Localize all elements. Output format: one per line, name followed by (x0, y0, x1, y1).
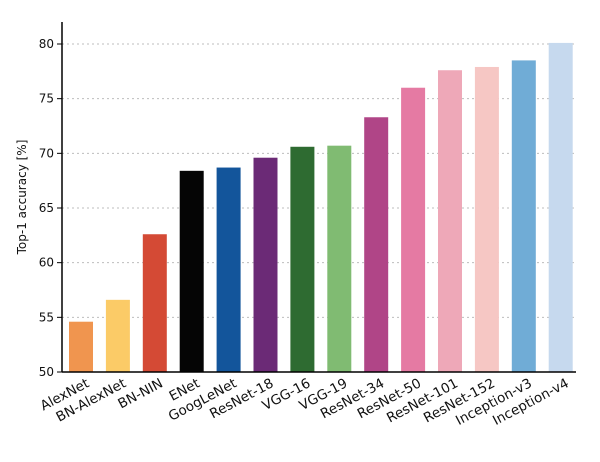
y-tick-label-50: 50 (39, 365, 54, 379)
y-tick-labels: 50 55 60 65 70 75 80 (39, 37, 62, 379)
bar-resnet-18 (253, 157, 278, 372)
y-tick-label-80: 80 (39, 37, 54, 51)
bar-bn-alexnet (105, 299, 130, 372)
bar-vgg-16 (290, 146, 315, 372)
y-tick-label-65: 65 (39, 201, 54, 215)
bar-bn-nin (142, 234, 167, 372)
bar-enet (179, 170, 204, 372)
y-tick-label-70: 70 (39, 146, 54, 160)
bars (69, 42, 573, 373)
bar-resnet-152 (474, 66, 499, 373)
bar-alexnet (69, 321, 93, 372)
bar-googlenet (216, 167, 241, 372)
bar-inception-v4 (548, 42, 573, 372)
bar-vgg-19 (327, 145, 352, 372)
y-tick-label-75: 75 (39, 92, 54, 106)
bar-resnet-50 (401, 87, 426, 372)
y-tick-label-55: 55 (39, 310, 54, 324)
y-tick-label-60: 60 (39, 256, 54, 270)
y-axis-title: Top-1 accuracy [%] (15, 140, 29, 256)
bar-resnet-101 (438, 70, 462, 373)
bar-inception-v3 (511, 60, 536, 373)
bar-resnet-34 (364, 117, 389, 373)
axes (61, 22, 576, 373)
